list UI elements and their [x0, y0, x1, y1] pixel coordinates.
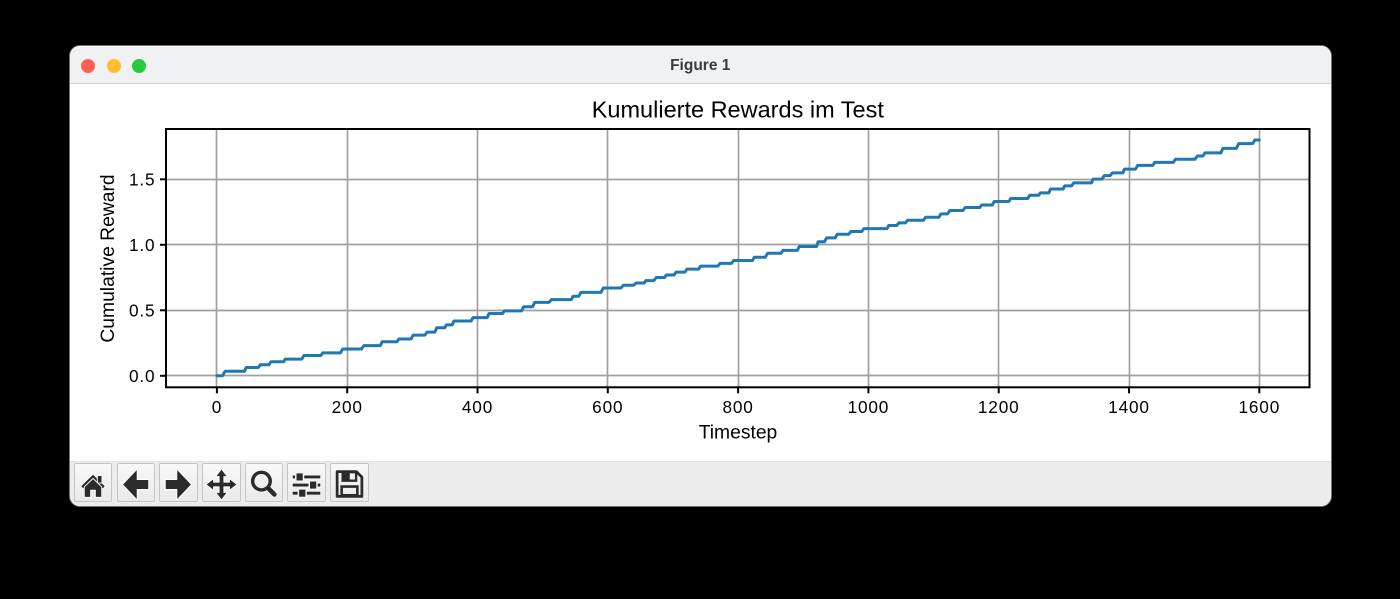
svg-text:1.5: 1.5	[129, 170, 155, 190]
svg-text:800: 800	[722, 397, 753, 417]
svg-text:600: 600	[592, 397, 623, 417]
svg-text:1.0: 1.0	[129, 235, 155, 255]
svg-text:Timestep: Timestep	[699, 422, 778, 443]
svg-text:0: 0	[212, 397, 222, 417]
svg-text:1000: 1000	[848, 397, 890, 417]
svg-text:0.0: 0.0	[129, 366, 155, 386]
svg-text:Cumulative Reward: Cumulative Reward	[98, 174, 119, 342]
svg-text:1200: 1200	[978, 397, 1020, 417]
svg-text:1600: 1600	[1238, 397, 1280, 417]
svg-text:0.5: 0.5	[129, 301, 155, 321]
svg-text:1400: 1400	[1108, 397, 1150, 417]
svg-text:200: 200	[332, 397, 363, 417]
svg-text:400: 400	[462, 397, 493, 417]
svg-text:Kumulierte Rewards im Test: Kumulierte Rewards im Test	[592, 97, 885, 123]
